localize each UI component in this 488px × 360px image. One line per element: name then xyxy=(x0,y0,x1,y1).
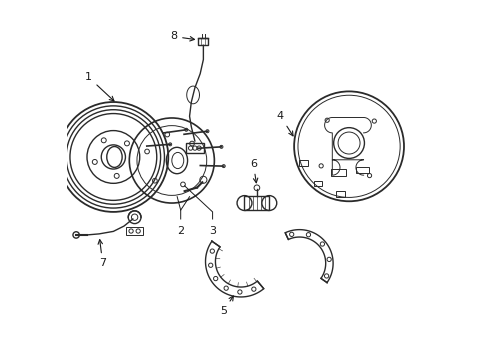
Bar xyxy=(125,227,143,235)
Text: 8: 8 xyxy=(170,31,194,41)
Text: 2: 2 xyxy=(177,226,184,236)
Text: 7: 7 xyxy=(98,240,106,268)
Bar xyxy=(299,160,307,166)
Bar xyxy=(331,169,345,176)
Text: 4: 4 xyxy=(276,111,292,136)
Text: 3: 3 xyxy=(209,226,216,236)
Bar xyxy=(244,195,269,211)
Text: 5: 5 xyxy=(219,296,233,316)
Bar xyxy=(355,167,368,173)
Bar xyxy=(336,191,344,197)
Text: 1: 1 xyxy=(85,72,114,101)
Bar xyxy=(185,143,203,153)
Bar xyxy=(198,37,208,45)
Bar xyxy=(313,180,322,186)
Text: 6: 6 xyxy=(249,159,257,183)
